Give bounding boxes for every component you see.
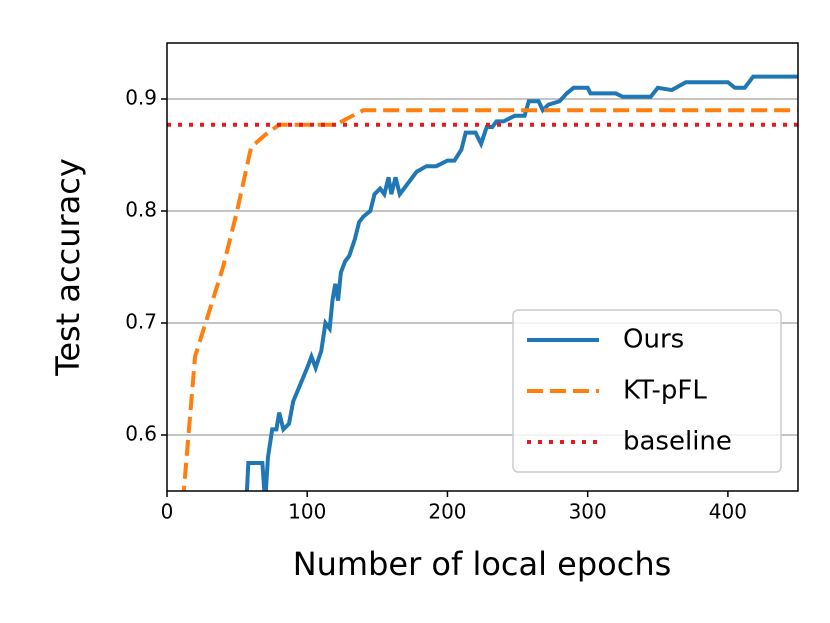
legend-box	[512, 309, 782, 473]
x-tick-label: 200	[428, 500, 466, 524]
x-axis-label: Number of local epochs	[293, 545, 672, 583]
y-axis-label: Test accuracy	[49, 158, 87, 377]
legend-label: KT-pFL	[623, 376, 707, 406]
plot-frame	[166, 42, 799, 492]
x-tick-label: 300	[569, 500, 607, 524]
series-line	[244, 74, 798, 491]
y-tick-label: 0.6	[125, 422, 157, 446]
y-tick-label: 0.8	[125, 198, 157, 222]
x-tick-label: 0	[161, 500, 174, 524]
legend: Ours KT-pFL baseline	[512, 309, 782, 473]
x-tick-label: 100	[288, 500, 326, 524]
legend-label: Ours	[623, 325, 684, 355]
y-tick-label: 0.9	[125, 86, 157, 110]
ticks: 0.6 0.7 0.8 0.9 0 100 200 300 400	[125, 86, 747, 524]
x-tick-label: 400	[709, 500, 747, 524]
y-tick-label: 0.7	[125, 310, 157, 334]
series-line	[181, 108, 798, 491]
plot-lines	[167, 74, 798, 491]
legend-label: baseline	[623, 427, 732, 457]
